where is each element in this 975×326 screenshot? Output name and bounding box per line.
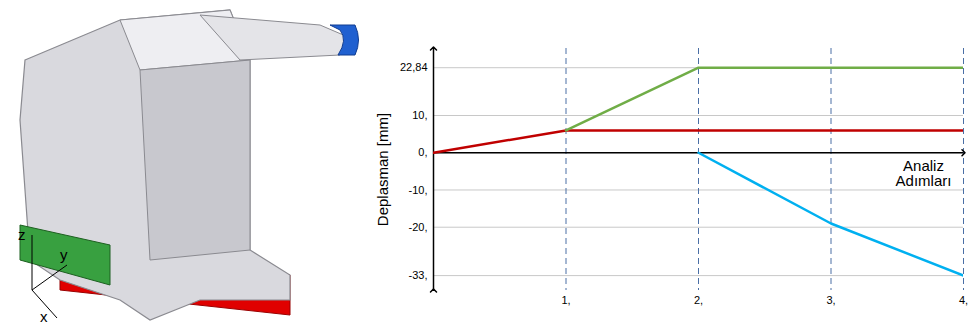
svg-text:z: z (18, 226, 26, 243)
svg-text:y: y (60, 246, 68, 263)
svg-text:0,: 0, (418, 146, 427, 158)
svg-text:-20,: -20, (409, 221, 428, 233)
svg-text:-33,: -33, (409, 269, 428, 281)
svg-text:3,: 3, (826, 294, 835, 306)
svg-text:10,: 10, (412, 109, 427, 121)
svg-text:22,84: 22,84 (400, 61, 428, 73)
svg-text:2,: 2, (694, 294, 703, 306)
svg-text:x: x (40, 308, 48, 325)
svg-text:4,: 4, (959, 294, 968, 306)
svg-text:1,: 1, (561, 294, 570, 306)
svg-text:-10,: -10, (409, 183, 428, 195)
svg-text:Deplasman [mm]: Deplasman [mm] (374, 113, 391, 226)
svg-text:AnalizAdımları: AnalizAdımları (896, 157, 952, 189)
